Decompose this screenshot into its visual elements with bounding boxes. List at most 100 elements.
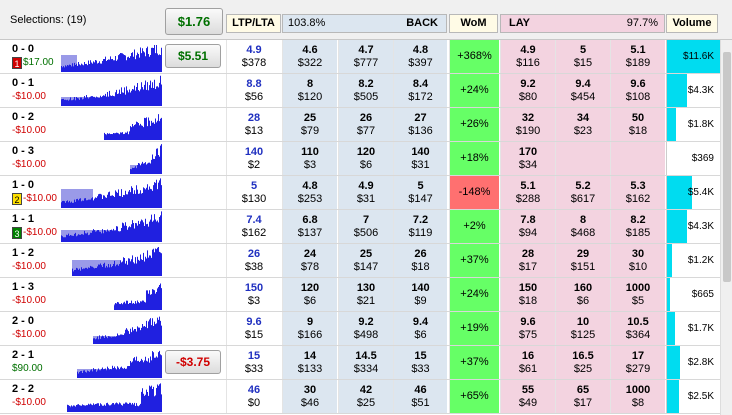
lay-cell[interactable]: 10.5 $364	[610, 312, 665, 345]
lay-cell[interactable]: 30 $10	[610, 244, 665, 277]
lay-cell[interactable]: 65 $17	[555, 380, 610, 413]
lay-cell[interactable]: 32 $190	[500, 108, 555, 141]
lay-cell[interactable]: 9.6 $108	[610, 74, 665, 107]
runner-row[interactable]: 0 - 2 -$10.00 28 $13 25 $79 26 $77 27 $136 +26% 32 $…	[0, 108, 720, 142]
back-cell[interactable]: 140 $9	[393, 278, 447, 311]
lay-cell[interactable]: 9.2 $80	[500, 74, 555, 107]
lay-header[interactable]: LAY 97.7%	[500, 14, 665, 33]
total-pl-button[interactable]: $1.76	[165, 8, 223, 35]
lay-cell[interactable]: 55 $49	[500, 380, 555, 413]
lay-cell[interactable]	[610, 142, 665, 175]
lay-cell[interactable]: 7.8 $94	[500, 210, 555, 243]
back-cell[interactable]: 5 $147	[393, 176, 447, 209]
selection-name[interactable]: 2 - 1	[12, 349, 35, 361]
lay-cell[interactable]: 10 $125	[555, 312, 610, 345]
back-cell[interactable]: 9.2 $498	[338, 312, 393, 345]
back-cell[interactable]: 8.2 $505	[338, 74, 393, 107]
back-cell[interactable]: 27 $136	[393, 108, 447, 141]
back-cell[interactable]: 46 $51	[393, 380, 447, 413]
wom-header[interactable]: WoM	[449, 14, 498, 33]
back-cell[interactable]: 42 $25	[338, 380, 393, 413]
ltp-cell[interactable]: 15 $33	[226, 346, 281, 379]
back-cell[interactable]: 7.2 $119	[393, 210, 447, 243]
scrollbar-thumb[interactable]	[723, 52, 731, 282]
back-cell[interactable]: 120 $6	[282, 278, 337, 311]
ltp-lta-header[interactable]: LTP/LTA	[226, 14, 281, 33]
ltp-cell[interactable]: 140 $2	[226, 142, 281, 175]
lay-cell[interactable]: 1000 $8	[610, 380, 665, 413]
ltp-cell[interactable]: 46 $0	[226, 380, 281, 413]
runner-row[interactable]: 1 - 1 3 -$10.00 7.4 $162 6.8 $137 7 $506 7.2 $119 +…	[0, 210, 720, 244]
ltp-cell[interactable]: 28 $13	[226, 108, 281, 141]
runner-row[interactable]: 1 - 2 -$10.00 26 $38 24 $78 25 $147 26 $18 +37% 28 $…	[0, 244, 720, 278]
cashout-button[interactable]: $5.51	[165, 44, 221, 68]
back-cell[interactable]: 4.9 $31	[338, 176, 393, 209]
back-header[interactable]: 103.8% BACK	[282, 14, 447, 33]
runner-row[interactable]: 0 - 0 1 $17.00 $5.51 4.9 $378 4.6 $322 4.7 $777 4.…	[0, 40, 721, 74]
back-cell[interactable]: 110 $3	[282, 142, 337, 175]
runner-row[interactable]: 2 - 1 $90.00 -$3.75 15 $33 14 $133 14.5 $334 15 $3…	[0, 346, 720, 380]
selection-name[interactable]: 0 - 0	[12, 43, 35, 55]
back-cell[interactable]: 4.6 $322	[282, 40, 337, 73]
lay-cell[interactable]: 1000 $5	[610, 278, 665, 311]
back-cell[interactable]: 24 $78	[282, 244, 337, 277]
runner-row[interactable]: 2 - 2 -$10.00 46 $0 30 $46 42 $25 46 $51 +65% 55 $49…	[0, 380, 720, 414]
lay-cell[interactable]: 9.6 $75	[500, 312, 555, 345]
cashout-button[interactable]: -$3.75	[165, 350, 221, 374]
back-cell[interactable]: 8 $120	[282, 74, 337, 107]
back-cell[interactable]: 4.8 $253	[282, 176, 337, 209]
back-cell[interactable]: 30 $46	[282, 380, 337, 413]
selection-name[interactable]: 1 - 1	[12, 213, 35, 225]
runner-row[interactable]: 0 - 1 -$10.00 8.8 $56 8 $120 8.2 $505 8.4 $172 +24…	[0, 74, 720, 108]
back-cell[interactable]: 26 $18	[393, 244, 447, 277]
lay-cell[interactable]	[555, 142, 610, 175]
back-cell[interactable]: 25 $147	[338, 244, 393, 277]
back-cell[interactable]: 14.5 $334	[338, 346, 393, 379]
back-cell[interactable]: 14 $133	[282, 346, 337, 379]
back-cell[interactable]: 140 $31	[393, 142, 447, 175]
ltp-cell[interactable]: 150 $3	[226, 278, 281, 311]
ltp-cell[interactable]: 5 $130	[226, 176, 281, 209]
lay-cell[interactable]: 8.2 $185	[610, 210, 665, 243]
back-cell[interactable]: 6.8 $137	[282, 210, 337, 243]
runner-row[interactable]: 1 - 0 2 -$10.00 5 $130 4.8 $253 4.9 $31 5 $147 -148…	[0, 176, 720, 210]
back-cell[interactable]: 15 $33	[393, 346, 447, 379]
vertical-scrollbar[interactable]	[720, 40, 732, 415]
lay-cell[interactable]: 5.2 $617	[555, 176, 610, 209]
lay-cell[interactable]: 16.5 $25	[555, 346, 610, 379]
lay-cell[interactable]: 17 $279	[610, 346, 665, 379]
lay-cell[interactable]: 34 $23	[555, 108, 610, 141]
back-cell[interactable]: 130 $21	[338, 278, 393, 311]
back-cell[interactable]: 9 $166	[282, 312, 337, 345]
back-cell[interactable]: 120 $6	[338, 142, 393, 175]
lay-cell[interactable]: 50 $18	[610, 108, 665, 141]
lay-cell[interactable]: 4.9 $116	[500, 40, 555, 73]
lay-cell[interactable]: 160 $6	[555, 278, 610, 311]
selection-name[interactable]: 2 - 2	[12, 383, 35, 395]
lay-cell[interactable]: 8 $468	[555, 210, 610, 243]
lay-cell[interactable]: 150 $18	[500, 278, 555, 311]
back-cell[interactable]: 8.4 $172	[393, 74, 447, 107]
back-cell[interactable]: 7 $506	[338, 210, 393, 243]
lay-cell[interactable]: 29 $151	[555, 244, 610, 277]
back-cell[interactable]: 4.7 $777	[338, 40, 393, 73]
lay-cell[interactable]: 5.1 $288	[500, 176, 555, 209]
selection-name[interactable]: 0 - 1	[12, 77, 35, 89]
runner-row[interactable]: 2 - 0 -$10.00 9.6 $15 9 $166 9.2 $498 9.4 $6 +19% 9…	[0, 312, 720, 346]
selection-name[interactable]: 1 - 2	[12, 247, 35, 259]
selection-name[interactable]: 2 - 0	[12, 315, 35, 327]
selection-name[interactable]: 1 - 3	[12, 281, 35, 293]
lay-cell[interactable]: 170 $34	[500, 142, 555, 175]
selection-name[interactable]: 0 - 3	[12, 145, 35, 157]
back-cell[interactable]: 26 $77	[338, 108, 393, 141]
lay-cell[interactable]: 5.3 $162	[610, 176, 665, 209]
ltp-cell[interactable]: 8.8 $56	[226, 74, 281, 107]
back-cell[interactable]: 25 $79	[282, 108, 337, 141]
ltp-cell[interactable]: 26 $38	[226, 244, 281, 277]
back-cell[interactable]: 4.8 $397	[393, 40, 447, 73]
volume-header[interactable]: Volume	[666, 14, 718, 33]
lay-cell[interactable]: 16 $61	[500, 346, 555, 379]
runner-row[interactable]: 0 - 3 -$10.00 140 $2 110 $3 120 $6 140 $31 +18% 170…	[0, 142, 720, 176]
ltp-cell[interactable]: 4.9 $378	[226, 40, 281, 73]
lay-cell[interactable]: 9.4 $454	[555, 74, 610, 107]
